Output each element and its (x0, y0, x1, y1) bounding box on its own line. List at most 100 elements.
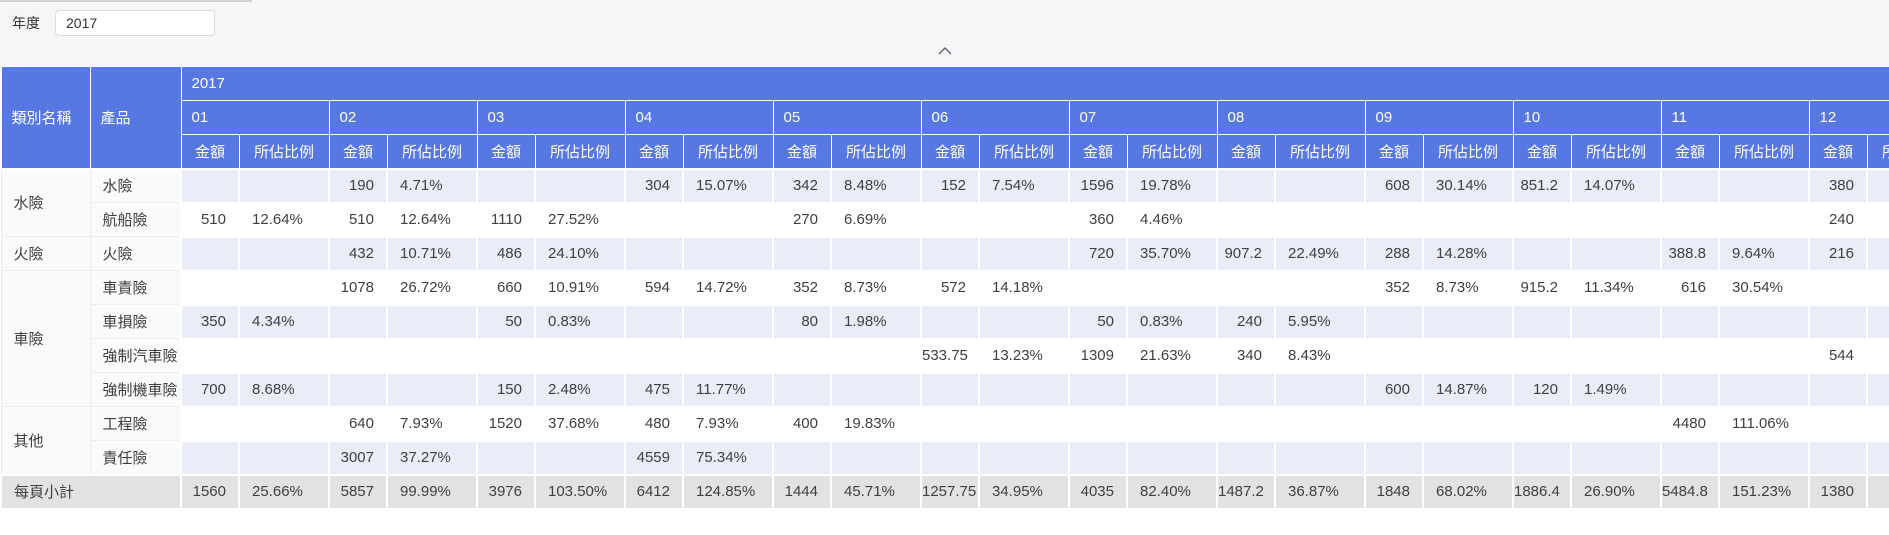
amount-cell (624, 201, 684, 238)
amount-cell (1512, 235, 1572, 272)
category-cell: 車險 (0, 270, 91, 407)
amount-cell: 851.2 (1512, 167, 1572, 204)
amount-cell (1808, 439, 1868, 476)
amount-cell: 340 (1216, 337, 1276, 374)
amount-cell: 533.75 (920, 337, 980, 374)
table-row: 航船險 510 12.64% 510 12.64% 1110 27.52% 270 6.69% 3… (1, 201, 1889, 238)
report-table-scroll-area[interactable]: 類別名稱 產品 2017 01 02 03 04 05 06 07 08 09 10 11 12 金額 所佔比例… (0, 66, 1889, 510)
category-cell: 其他 (0, 406, 91, 475)
ratio-cell: 11.34% (1570, 269, 1662, 306)
ratio-cell: 0.83% (1126, 303, 1218, 340)
amount-cell: 660 (476, 269, 536, 306)
subtotal-amount-cell: 1444 (772, 473, 832, 510)
amount-cell: 907.2 (1216, 235, 1276, 272)
ratio-cell (1865, 167, 1889, 204)
ratio-cell (1570, 303, 1662, 340)
subheader-amount-12: 金額 (1808, 134, 1868, 169)
subtotal-ratio-cell: 82.40% (1126, 473, 1218, 510)
ratio-cell: 22.49% (1274, 235, 1366, 272)
amount-cell: 475 (624, 371, 684, 408)
amount-cell (1660, 201, 1720, 238)
ratio-cell (830, 235, 922, 272)
amount-cell (1512, 201, 1572, 238)
amount-cell (1512, 405, 1572, 442)
ratio-cell (238, 337, 330, 374)
collapse-panel-button[interactable] (0, 38, 1889, 64)
ratio-cell: 8.43% (1274, 337, 1366, 374)
ratio-cell (1126, 439, 1218, 476)
amount-cell (180, 405, 240, 442)
amount-cell: 352 (772, 269, 832, 306)
ratio-cell: 0.83% (534, 303, 626, 340)
amount-cell: 572 (920, 269, 980, 306)
ratio-cell (1865, 439, 1889, 476)
ratio-cell: 37.27% (386, 439, 478, 476)
ratio-cell (1274, 371, 1366, 408)
subheader-amount-05: 金額 (772, 134, 832, 169)
amount-cell: 240 (1808, 201, 1868, 238)
amount-cell (772, 337, 832, 374)
subheader-ratio-07: 所佔比例 (1126, 134, 1218, 169)
table-row: 車險 車責險 1078 26.72% 660 10.91% 594 14.72% 352 8.73… (0, 269, 1889, 407)
ratio-cell (682, 235, 774, 272)
amount-cell (476, 337, 536, 374)
amount-cell (1364, 405, 1424, 442)
ratio-cell (1570, 439, 1662, 476)
amount-cell: 360 (1068, 201, 1128, 238)
ratio-cell (1865, 235, 1889, 272)
subtotal-amount-cell: 6412 (624, 473, 684, 510)
amount-cell (920, 439, 980, 476)
category-cell: 水險 (0, 168, 91, 237)
ratio-cell: 75.34% (682, 439, 774, 476)
month-header-07: 07 (1068, 100, 1218, 135)
ratio-cell (1570, 235, 1662, 272)
ratio-cell (1422, 439, 1514, 476)
subheader-ratio-12: 所佔比例 (1866, 134, 1889, 169)
amount-cell (328, 337, 388, 374)
amount-cell: 544 (1808, 337, 1868, 374)
table-row: 強制機車險 700 8.68% 150 2.48% 475 11.77% 600 14.87% 1… (1, 371, 1889, 408)
amount-cell (1216, 405, 1276, 442)
subtotal-ratio-cell (1865, 473, 1889, 510)
ratio-cell: 1.98% (830, 303, 922, 340)
month-header-05: 05 (772, 100, 922, 135)
amount-cell (1216, 201, 1276, 238)
ratio-cell: 4.46% (1126, 201, 1218, 238)
ratio-cell: 10.71% (386, 235, 478, 272)
ratio-cell: 7.54% (978, 167, 1070, 204)
ratio-cell (1865, 303, 1889, 340)
product-cell: 責任險 (89, 440, 182, 475)
month-header-06: 06 (920, 100, 1070, 135)
ratio-cell: 35.70% (1126, 235, 1218, 272)
subtotal-ratio-cell: 45.71% (830, 473, 922, 510)
ratio-cell: 8.68% (238, 371, 330, 408)
subheader-ratio-06: 所佔比例 (978, 134, 1070, 169)
month-header-01: 01 (180, 100, 330, 135)
table-row: 其他 工程險 640 7.93% 1520 37.68% 480 7.93% 400 19.83%… (0, 405, 1889, 475)
ratio-cell: 30.14% (1422, 167, 1514, 204)
ratio-cell (1718, 371, 1810, 408)
amount-cell: 190 (328, 167, 388, 204)
subheader-amount-04: 金額 (624, 134, 684, 169)
amount-cell (1660, 167, 1720, 204)
amount-cell (920, 201, 980, 238)
ratio-cell: 14.07% (1570, 167, 1662, 204)
ratio-cell (1422, 337, 1514, 374)
ratio-cell (534, 167, 626, 204)
ratio-cell: 13.23% (978, 337, 1070, 374)
ratio-cell (978, 371, 1070, 408)
amount-cell: 700 (180, 371, 240, 408)
amount-cell (1216, 371, 1276, 408)
amount-cell (1216, 167, 1276, 204)
ratio-cell: 30.54% (1718, 269, 1810, 306)
ratio-cell (830, 371, 922, 408)
product-cell: 航船險 (89, 202, 182, 237)
ratio-cell: 12.64% (386, 201, 478, 238)
subtotal-ratio-cell: 124.85% (682, 473, 774, 510)
year-input[interactable] (55, 10, 215, 36)
amount-cell (1364, 201, 1424, 238)
amount-cell (1068, 439, 1128, 476)
ratio-cell (682, 337, 774, 374)
amount-cell (920, 371, 980, 408)
amount-cell (328, 303, 388, 340)
